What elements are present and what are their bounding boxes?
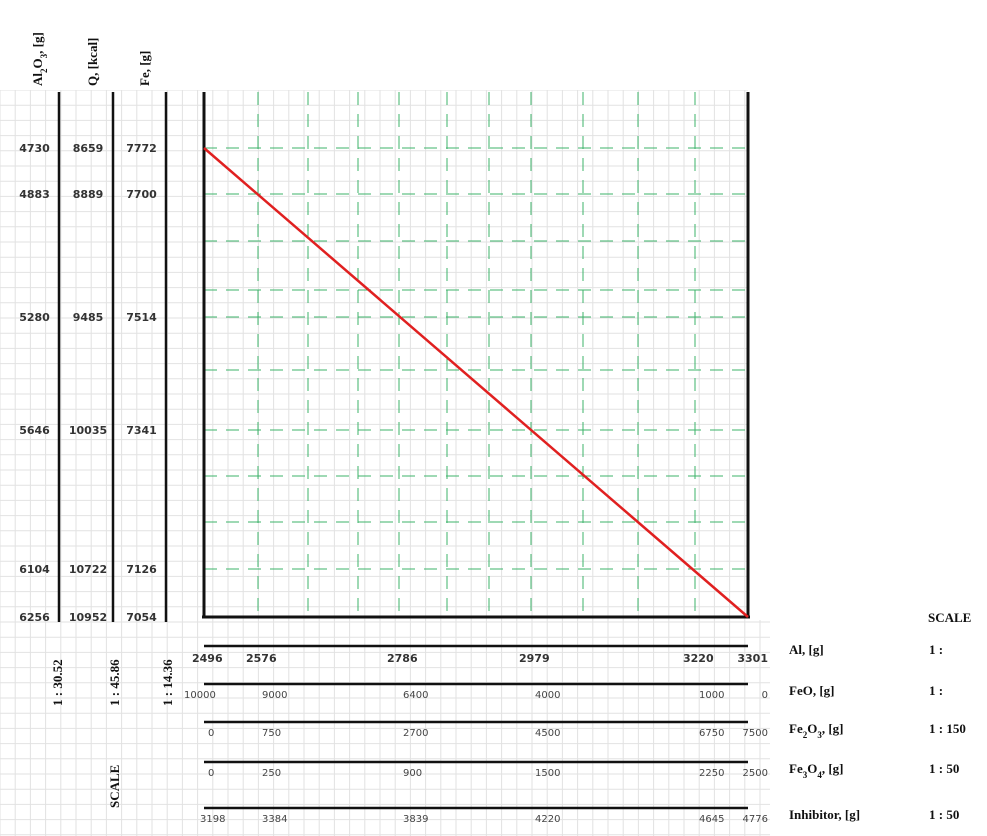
dashed-grid <box>204 92 748 617</box>
bottom-axis-scale-feo: 1 : <box>929 683 943 698</box>
bottom-tick-label-al: 2576 <box>246 652 277 665</box>
left-tick-label-al2o3: 4883 <box>19 188 50 201</box>
bottom-tick-label-fe2o3: 4500 <box>535 728 560 739</box>
bottom-axis-label-al: Al, [g] <box>789 642 824 657</box>
bottom-tick-label-feo: 4000 <box>535 690 560 701</box>
left-tick-label-fe: 7772 <box>126 142 157 155</box>
bottom-tick-label-al: 2979 <box>519 652 550 665</box>
left-tick-label-q: 10952 <box>69 611 107 624</box>
bottom-tick-label-inhibitor: 4220 <box>535 814 560 825</box>
left-tick-label-fe: 7514 <box>126 311 157 324</box>
left-axis-scale-al2o3: 1 : 30.52 <box>50 659 65 706</box>
right-blank-band <box>748 90 987 620</box>
bottom-tick-label-feo: 0 <box>762 690 768 701</box>
left-axis-title-fe: Fe, [g] <box>137 51 152 86</box>
left-tick-label-fe: 7126 <box>126 563 157 576</box>
bottom-tick-label-fe3o4: 2500 <box>743 768 768 779</box>
left-axis-title-q: Q, [kcal] <box>85 38 100 86</box>
bottom-axis-label-inhibitor: Inhibitor, [g] <box>789 807 860 822</box>
bottom-tick-label-fe2o3: 6750 <box>699 728 724 739</box>
left-tick-label-q: 9485 <box>73 311 104 324</box>
series-line <box>203 147 749 618</box>
bottom-axis-label-fe2o3: Fe2O3, [g] <box>789 721 844 740</box>
left-tick-label-fe: 7700 <box>126 188 157 201</box>
left-tick-label-q: 10035 <box>69 424 107 437</box>
right-label-band <box>770 620 987 836</box>
left-axis-scale-q: 1 : 45.86 <box>107 659 122 706</box>
left-tick-label-fe: 7054 <box>126 611 157 624</box>
axes-layer <box>57 92 750 810</box>
bottom-tick-label-fe3o4: 1500 <box>535 768 560 779</box>
bottom-axis-scale-al: 1 : <box>929 642 943 657</box>
left-scale-label: SCALE <box>107 765 122 808</box>
left-tick-label-al2o3: 6104 <box>19 563 50 576</box>
bottom-tick-label-fe3o4: 900 <box>403 768 422 779</box>
bottom-scale-header: SCALE <box>928 610 971 625</box>
bottom-tick-label-fe3o4: 2250 <box>699 768 724 779</box>
left-tick-label-q: 8659 <box>73 142 104 155</box>
bottom-tick-label-feo: 6400 <box>403 690 428 701</box>
bottom-tick-label-feo: 1000 <box>699 690 724 701</box>
bottom-axis-label-fe3o4: Fe3O4, [g] <box>789 761 844 780</box>
bottom-tick-label-inhibitor: 3384 <box>262 814 287 825</box>
bottom-axis-scale-fe2o3: 1 : 150 <box>929 721 966 736</box>
bottom-tick-label-feo: 9000 <box>262 690 287 701</box>
bottom-tick-label-al: 3301 <box>737 652 768 665</box>
left-tick-label-q: 10722 <box>69 563 107 576</box>
bottom-tick-label-al: 2496 <box>192 652 223 665</box>
bottom-tick-label-fe2o3: 2700 <box>403 728 428 739</box>
bottom-tick-label-al: 3220 <box>683 652 714 665</box>
bottom-tick-label-fe2o3: 7500 <box>743 728 768 739</box>
bottom-axis-scale-fe3o4: 1 : 50 <box>929 761 959 776</box>
bottom-tick-label-fe2o3: 750 <box>262 728 281 739</box>
bottom-tick-label-fe2o3: 0 <box>208 728 214 739</box>
left-tick-label-al2o3: 5646 <box>19 424 50 437</box>
left-tick-label-al2o3: 4730 <box>19 142 50 155</box>
bottom-tick-label-fe3o4: 250 <box>262 768 281 779</box>
header-band <box>0 0 987 90</box>
left-tick-label-al2o3: 6256 <box>19 611 50 624</box>
marks-layer <box>203 147 749 618</box>
bottom-tick-label-al: 2786 <box>387 652 418 665</box>
bottom-tick-label-inhibitor: 4645 <box>699 814 724 825</box>
bottom-axis-scale-inhibitor: 1 : 50 <box>929 807 959 822</box>
bottom-tick-label-inhibitor: 3198 <box>200 814 225 825</box>
bottom-tick-label-fe3o4: 0 <box>208 768 214 779</box>
bottom-tick-label-inhibitor: 4776 <box>743 814 768 825</box>
left-tick-label-fe: 7341 <box>126 424 157 437</box>
bottom-axis-label-feo: FeO, [g] <box>789 683 834 698</box>
left-tick-label-q: 8889 <box>73 188 104 201</box>
bottom-tick-label-inhibitor: 3839 <box>403 814 428 825</box>
left-axis-scale-fe: 1 : 14.36 <box>160 659 175 706</box>
left-tick-label-al2o3: 5280 <box>19 311 50 324</box>
bottom-tick-label-feo: 10000 <box>184 690 216 701</box>
